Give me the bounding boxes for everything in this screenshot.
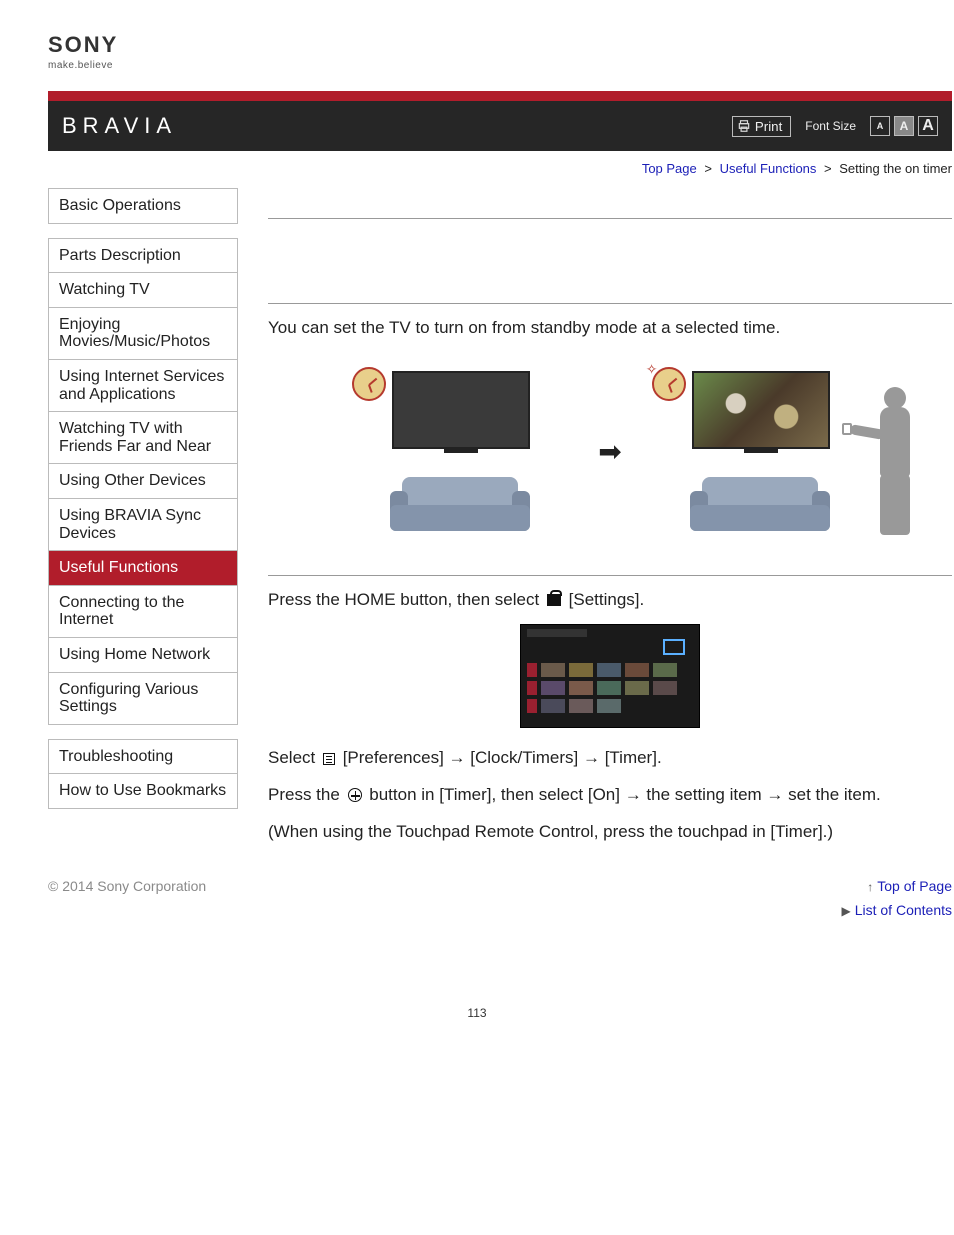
- sidebar-item[interactable]: Using Other Devices: [49, 463, 237, 498]
- page-number: 113: [0, 966, 954, 1050]
- breadcrumb-separator: >: [700, 161, 716, 176]
- font-size-label: Font Size: [805, 119, 856, 133]
- breadcrumb-top-page[interactable]: Top Page: [642, 161, 697, 176]
- arrow-up-icon: ↑: [867, 880, 873, 894]
- intro-text: You can set the TV to turn on from stand…: [268, 316, 952, 341]
- illustration-row: ➡ ✧: [268, 353, 952, 563]
- sofa-illustration: [690, 477, 830, 537]
- sidebar-item[interactable]: Useful Functions: [49, 550, 237, 585]
- clock-active-icon: [652, 367, 686, 401]
- logo-area: SONY make.believe: [0, 0, 954, 91]
- breadcrumb-separator: >: [820, 161, 836, 176]
- sidebar-item[interactable]: How to Use Bookmarks: [49, 773, 237, 808]
- print-label: Print: [755, 119, 782, 134]
- arrow-right-icon: ▶: [841, 904, 850, 918]
- breadcrumb-current: Setting the on timer: [839, 161, 952, 176]
- print-icon: [737, 119, 751, 133]
- tv-on-illustration: [692, 371, 830, 449]
- tv-stand: [744, 449, 778, 453]
- font-size-medium-button[interactable]: A: [894, 116, 914, 136]
- sidebar-item[interactable]: Using BRAVIA Sync Devices: [49, 498, 237, 550]
- sidebar-item[interactable]: Enjoying Movies/Music/Photos: [49, 307, 237, 359]
- logo-tagline: make.believe: [48, 58, 954, 71]
- accent-red-bar: [48, 91, 952, 101]
- step-3-text: Press the button in [Timer], then select…: [268, 783, 952, 808]
- clock-icon: [352, 367, 386, 401]
- product-name: BRAVIA: [62, 113, 177, 139]
- sidebar-item[interactable]: Using Internet Services and Applications: [49, 359, 237, 411]
- breadcrumb-useful-functions[interactable]: Useful Functions: [720, 161, 817, 176]
- settings-toolbox-icon: [547, 594, 561, 606]
- print-button[interactable]: Print: [732, 116, 791, 137]
- tv-off-illustration: [392, 371, 530, 449]
- scene-after: ✧: [640, 367, 880, 537]
- header-toolbar: Print Font Size A A A: [732, 116, 938, 137]
- copyright-text: © 2014 Sony Corporation: [48, 878, 206, 894]
- divider: [268, 303, 952, 304]
- step-4-text: (When using the Touchpad Remote Control,…: [268, 820, 952, 845]
- footer-row: © 2014 Sony Corporation ↑Top of Page ▶Li…: [48, 856, 952, 966]
- font-size-large-button[interactable]: A: [918, 116, 938, 136]
- preferences-list-icon: [323, 753, 335, 765]
- divider: [268, 575, 952, 576]
- divider: [268, 218, 952, 219]
- menu-screenshot-thumbnail: [520, 624, 700, 728]
- sofa-illustration: [390, 477, 530, 537]
- sidebar-item[interactable]: Parts Description: [49, 239, 237, 273]
- person-illustration: [868, 387, 924, 537]
- scene-before: [340, 367, 580, 537]
- sidebar-nav: Basic OperationsParts DescriptionWatchin…: [48, 188, 238, 823]
- list-of-contents-link[interactable]: ▶List of Contents: [841, 902, 952, 918]
- sidebar-item[interactable]: Watching TV: [49, 272, 237, 307]
- step-2-text: Select [Preferences] → [Clock/Timers] → …: [268, 746, 952, 771]
- sidebar-item[interactable]: Basic Operations: [49, 189, 237, 223]
- font-size-small-button[interactable]: A: [870, 116, 890, 136]
- oplus-button-icon: [348, 788, 362, 802]
- step-1-text: Press the HOME button, then select [Sett…: [268, 588, 952, 613]
- sidebar-item[interactable]: Connecting to the Internet: [49, 585, 237, 637]
- main-content: You can set the TV to turn on from stand…: [268, 188, 952, 856]
- logo-brand: SONY: [48, 32, 954, 58]
- sidebar-item[interactable]: Configuring Various Settings: [49, 672, 237, 724]
- tv-stand: [444, 449, 478, 453]
- sidebar-item[interactable]: Troubleshooting: [49, 740, 237, 774]
- breadcrumb: Top Page > Useful Functions > Setting th…: [48, 151, 952, 182]
- sidebar-item[interactable]: Using Home Network: [49, 637, 237, 672]
- sidebar-item[interactable]: Watching TV with Friends Far and Near: [49, 411, 237, 463]
- arrow-right-icon: ➡: [598, 435, 621, 468]
- header-bar: BRAVIA Print Font Size A A A: [48, 101, 952, 151]
- top-of-page-link[interactable]: ↑Top of Page: [841, 878, 952, 894]
